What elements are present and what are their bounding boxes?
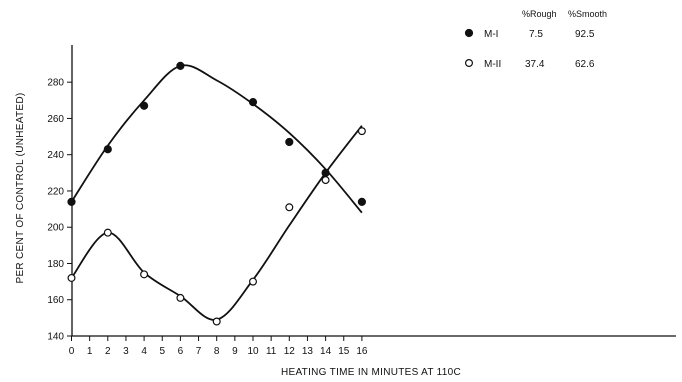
y-tick-label: 220 xyxy=(47,186,64,197)
data-point-m2 xyxy=(321,176,330,185)
legend-rough-m1: 7.5 xyxy=(529,29,543,40)
x-tick-label: 14 xyxy=(320,346,332,357)
x-tick-label: 2 xyxy=(105,346,111,357)
legend-header-rough: %Rough xyxy=(522,9,557,19)
data-point-m2 xyxy=(176,293,185,302)
x-tick-label: 3 xyxy=(123,346,129,357)
data-point-m1 xyxy=(140,101,149,110)
legend: %Rough %Smooth M-I 7.5 92.5 M-II 37.4 62… xyxy=(464,9,607,70)
data-point-m1 xyxy=(67,197,76,206)
x-tick-label: 12 xyxy=(284,346,296,357)
legend-rough-m2: 37.4 xyxy=(525,59,545,70)
data-point-m1 xyxy=(321,168,330,177)
x-tick-label: 7 xyxy=(196,346,202,357)
legend-header-smooth: %Smooth xyxy=(568,9,607,19)
y-tick-label: 200 xyxy=(47,223,64,234)
data-point-m2 xyxy=(67,273,76,282)
data-point-m2 xyxy=(140,270,149,279)
y-tick-label: 180 xyxy=(47,259,64,270)
x-tick-label: 15 xyxy=(338,346,350,357)
axes: 0 1 2 3 4 5 6 7 8 9 10 11 12 13 14 15 161401601802002202… xyxy=(47,45,676,357)
legend-marker-m2 xyxy=(465,58,474,67)
data-point-m1 xyxy=(248,98,258,107)
series-line-m1 xyxy=(70,64,363,214)
y-tick-label: 160 xyxy=(47,295,64,306)
legend-label-m1: M-I xyxy=(484,29,498,40)
x-axis-title: HEATING TIME IN MINUTES AT 110C xyxy=(281,367,461,378)
x-tick-label: 4 xyxy=(141,346,147,357)
data-point-m2 xyxy=(249,277,258,286)
data-point-m1 xyxy=(357,197,366,206)
legend-smooth-m2: 62.6 xyxy=(575,59,595,70)
y-axis-title: PER CENT OF CONTROL (UNHEATED) xyxy=(15,92,26,283)
y-tick-label: 260 xyxy=(47,114,64,125)
legend-smooth-m1: 92.5 xyxy=(575,29,595,40)
y-tick-label: 240 xyxy=(47,150,64,161)
x-tick-label: 5 xyxy=(159,346,165,357)
curves xyxy=(70,64,363,321)
legend-marker-m1 xyxy=(464,28,474,38)
x-tick-label: 0 xyxy=(69,346,75,357)
x-tick-label: 11 xyxy=(266,346,277,357)
x-tick-label: 6 xyxy=(178,346,184,357)
data-point-m2 xyxy=(285,203,294,212)
data-point-m2 xyxy=(357,127,366,136)
series-line-m2 xyxy=(70,125,363,321)
legend-label-m2: M-II xyxy=(484,59,501,70)
y-tick-label: 140 xyxy=(47,332,64,343)
x-tick-label: 16 xyxy=(356,346,368,357)
x-tick-label: 10 xyxy=(247,346,259,357)
x-tick-label: 1 xyxy=(87,346,93,357)
data-point-m1 xyxy=(103,145,112,154)
x-tick-label: 13 xyxy=(302,346,314,357)
y-tick-label: 280 xyxy=(47,78,64,89)
data-point-m2 xyxy=(212,317,221,326)
data-point-m2 xyxy=(103,228,112,237)
x-tick-label: 8 xyxy=(214,346,220,357)
data-point-m1 xyxy=(285,137,294,147)
x-tick-label: 9 xyxy=(232,346,238,357)
data-point-m1 xyxy=(176,61,185,70)
markers xyxy=(67,61,366,326)
